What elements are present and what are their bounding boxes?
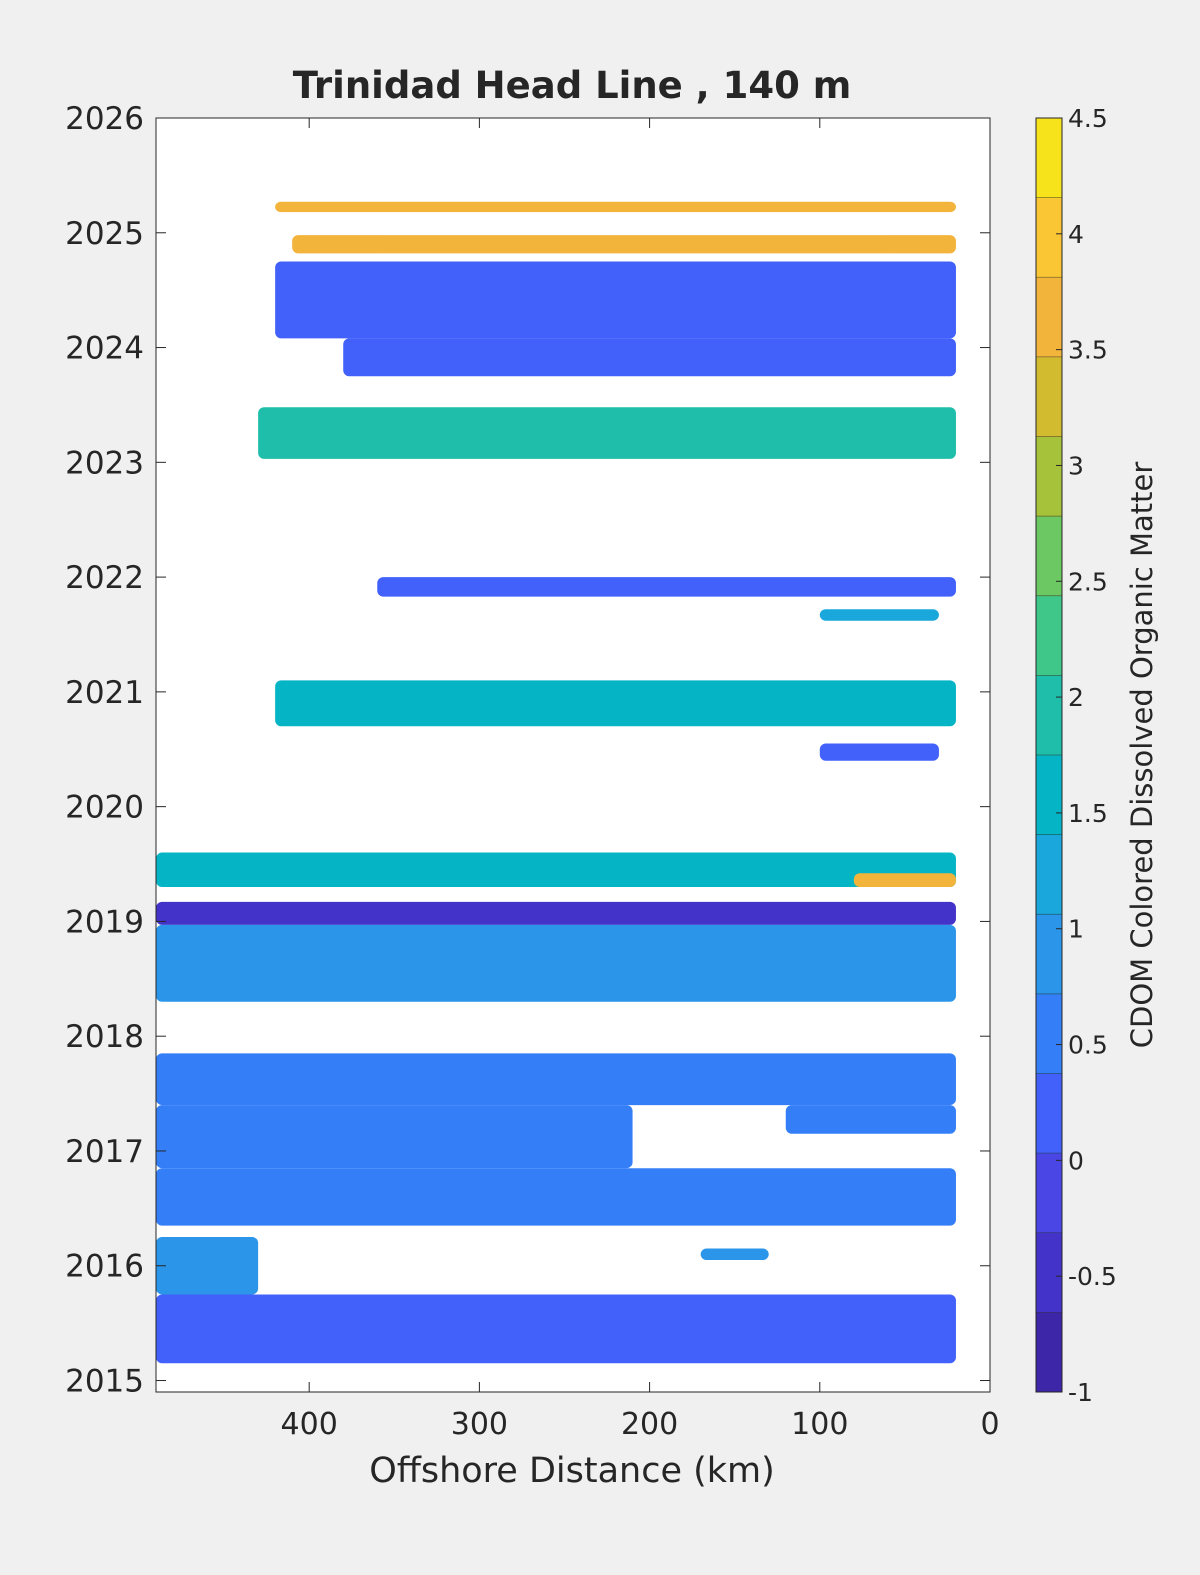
colorbar-level <box>1036 834 1062 915</box>
colorbar-level <box>1036 993 1062 1074</box>
colorbar-tick-label: 2 <box>1068 683 1084 712</box>
contour-band <box>819 609 939 621</box>
x-tick-label: 200 <box>621 1407 678 1442</box>
colorbar-level <box>1036 1232 1062 1313</box>
colorbar-label: CDOM Colored Dissolved Organic Matter <box>1125 462 1159 1049</box>
y-tick-label: 2021 <box>65 675 144 711</box>
y-tick-label: 2018 <box>65 1019 144 1055</box>
y-tick-label: 2019 <box>65 904 144 940</box>
colorbar-level <box>1036 356 1062 437</box>
x-tick-label: 0 <box>980 1407 999 1442</box>
y-tick-label: 2024 <box>65 331 144 367</box>
x-tick-label: 100 <box>791 1407 848 1442</box>
colorbar-level <box>1036 1073 1062 1154</box>
contour-band <box>156 1168 956 1226</box>
plot-frame <box>155 117 991 1393</box>
colorbar: -1 -0.5 0 0.5 1 1.5 2 2.5 3 3.5 4 4.5 <box>1035 104 1117 1407</box>
contour-bands <box>156 201 956 1364</box>
colorbar-tick-label: 3.5 <box>1068 336 1108 365</box>
colorbar-tick-label: 1.5 <box>1068 799 1108 828</box>
x-tick-label: 400 <box>281 1407 338 1442</box>
colorbar-level <box>1036 914 1062 995</box>
colorbar-level <box>1036 516 1062 597</box>
y-tick-label: 2015 <box>65 1364 144 1400</box>
y-tick-label: 2025 <box>65 216 144 252</box>
colorbar-tick-label: 2.5 <box>1068 567 1108 596</box>
colorbar-level <box>1036 197 1062 278</box>
contour-band <box>156 1105 633 1169</box>
colorbar-level <box>1036 675 1062 756</box>
contour-band <box>785 1105 956 1134</box>
colorbar-level <box>1036 595 1062 676</box>
contour-band <box>853 873 956 887</box>
y-tick-label: 2016 <box>65 1249 144 1285</box>
colorbar-tick-label: 1 <box>1068 915 1084 944</box>
contour-band <box>156 901 956 925</box>
colorbar-tick-label: 4.5 <box>1068 104 1108 133</box>
colorbar-level <box>1036 1312 1062 1393</box>
colorbar-tick-label: -0.5 <box>1068 1262 1117 1291</box>
contour-band <box>258 407 956 459</box>
colorbar-level <box>1036 118 1062 199</box>
colorbar-level <box>1036 1153 1062 1234</box>
contour-band <box>156 1294 956 1364</box>
y-tick-label: 2017 <box>65 1134 144 1170</box>
y-tick-label: 2020 <box>65 790 144 826</box>
colorbar-level <box>1036 755 1062 836</box>
contour-band <box>377 577 956 597</box>
contour-band <box>700 1248 769 1261</box>
contour-band <box>819 743 939 761</box>
colorbar-tick-label: -1 <box>1068 1378 1093 1407</box>
y-axis: 2015 2016 2017 2018 2019 2020 2021 2022 2023 2024… <box>65 101 990 1400</box>
x-axis: 400 300 200 100 0 <box>281 118 1000 1442</box>
x-tick-label: 300 <box>451 1407 508 1442</box>
contour-band <box>275 680 956 727</box>
y-tick-label: 2026 <box>65 101 144 137</box>
contour-band <box>156 852 956 887</box>
contour-band <box>156 1053 956 1106</box>
chart-title: Trinidad Head Line , 140 m <box>293 64 852 107</box>
contour-band <box>275 261 956 339</box>
colorbar-tick-label: 4 <box>1068 220 1084 249</box>
contour-band <box>292 235 956 254</box>
contour-band <box>156 1237 259 1295</box>
colorbar-tick-label: 0.5 <box>1068 1031 1108 1060</box>
contour-band <box>343 338 956 377</box>
colorbar-level <box>1036 436 1062 517</box>
contour-band <box>156 924 956 1002</box>
colorbar-tick-label: 3 <box>1068 451 1084 480</box>
colorbar-frame <box>1035 117 1063 1393</box>
contour-band <box>275 201 956 213</box>
colorbar-tick-label: 0 <box>1068 1146 1084 1175</box>
x-axis-label: Offshore Distance (km) <box>369 1451 775 1491</box>
y-tick-label: 2022 <box>65 560 144 596</box>
y-tick-label: 2023 <box>65 445 144 481</box>
colorbar-level <box>1036 277 1062 358</box>
